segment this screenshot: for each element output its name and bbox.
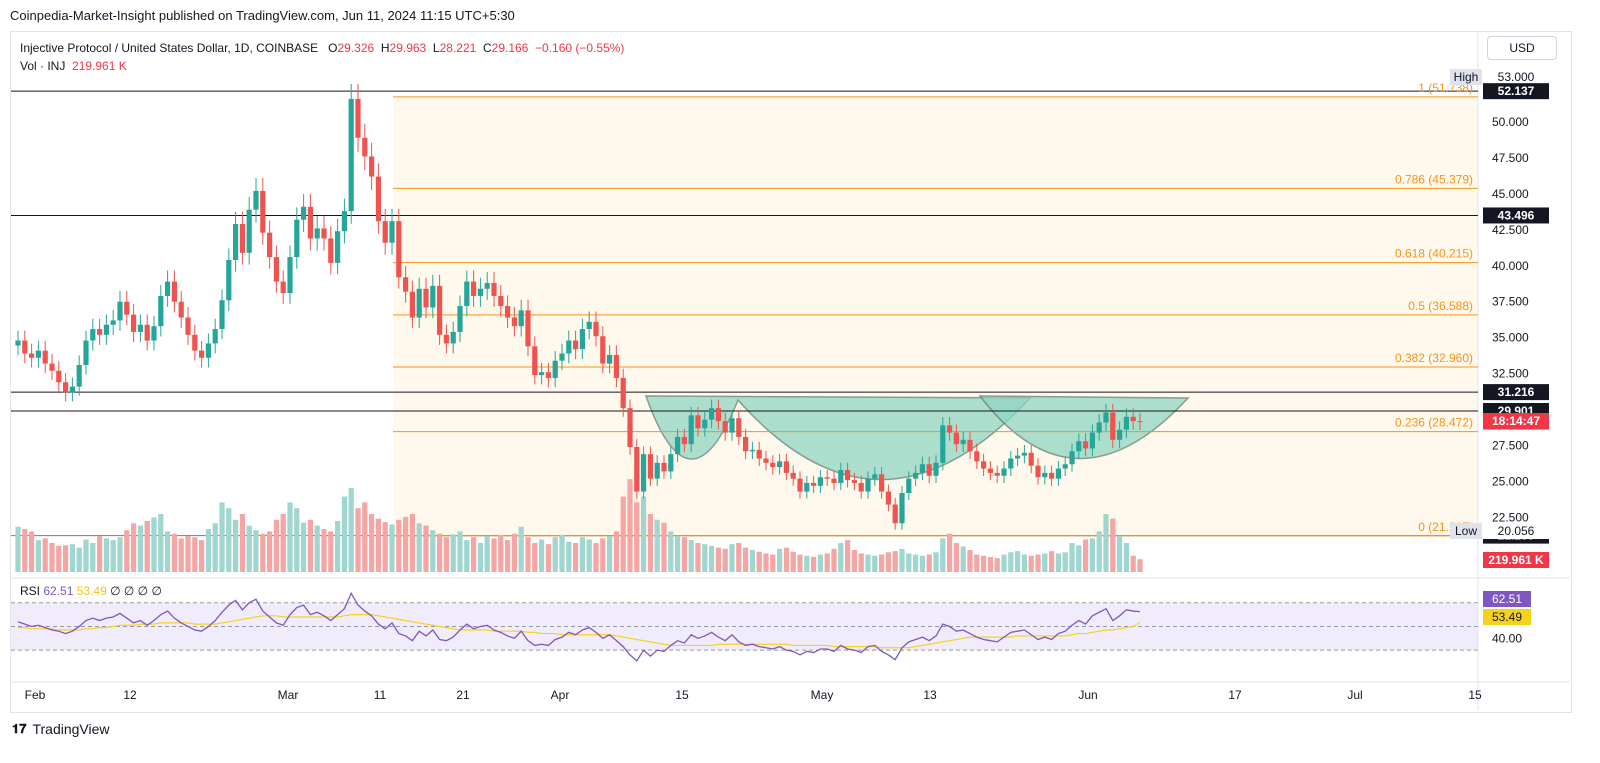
currency-button[interactable]: USD	[1487, 36, 1557, 60]
footer: 𝟏𝟕 TradingView	[12, 721, 110, 737]
high-label: H	[380, 41, 390, 55]
low-label: L	[432, 41, 440, 55]
rsi-value: 62.51	[43, 584, 74, 598]
low-value: 28.221	[439, 41, 477, 55]
rsi-ma-value: 53.49	[76, 584, 107, 598]
high-value: 29.963	[389, 41, 427, 55]
footer-brand: TradingView	[32, 721, 110, 737]
volume-label: Vol · INJ	[20, 59, 66, 73]
publisher-line: Coinpedia-Market-Insight published on Tr…	[10, 8, 515, 23]
open-value: 29.326	[337, 41, 375, 55]
volume-value: 219.961 K	[72, 59, 127, 73]
chart-panel	[10, 31, 1572, 713]
rsi-extra: ∅ ∅ ∅ ∅	[110, 584, 162, 598]
close-value: 29.166	[491, 41, 529, 55]
close-label: C	[482, 41, 492, 55]
rsi-legend: RSI 62.51 53.49 ∅ ∅ ∅ ∅	[20, 584, 162, 598]
symbol-legend: Injective Protocol / United States Dolla…	[20, 39, 624, 75]
open-label: O	[328, 41, 338, 55]
symbol-title: Injective Protocol / United States Dolla…	[20, 41, 319, 55]
tradingview-logo-icon: 𝟏𝟕	[12, 721, 27, 736]
change-value: −0.160 (−0.55%)	[535, 41, 625, 55]
rsi-label: RSI	[20, 584, 41, 598]
